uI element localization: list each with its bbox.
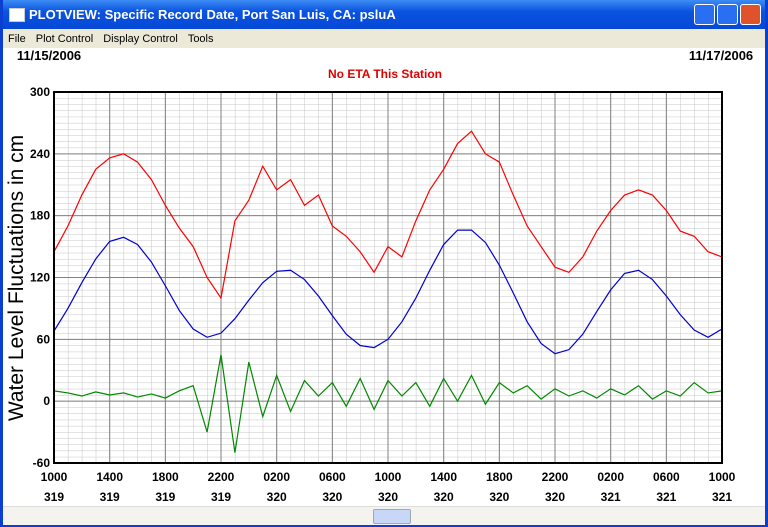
- title-bar: PLOTVIEW: Specific Record Date, Port San…: [3, 0, 765, 29]
- maximize-button[interactable]: [717, 4, 738, 25]
- x-tick-label: 1000: [375, 470, 402, 484]
- x-tick-label: 1800: [486, 470, 513, 484]
- y-tick-label: 60: [37, 332, 51, 346]
- x-tick-label: 0600: [653, 470, 680, 484]
- x-tick-day: 320: [267, 490, 287, 504]
- x-tick-day: 320: [545, 490, 565, 504]
- date-right: 11/17/2006: [689, 48, 753, 63]
- x-tick-label: 1000: [41, 470, 68, 484]
- x-tick-label: 0200: [263, 470, 290, 484]
- scroll-thumb[interactable]: [373, 509, 411, 524]
- x-tick-label: 1800: [152, 470, 179, 484]
- x-tick-label: 0200: [597, 470, 624, 484]
- chart: 11/15/2006 11/17/2006 No ETA This Statio…: [3, 48, 765, 506]
- x-tick-label: 1000: [709, 470, 736, 484]
- y-tick-label: 0: [43, 394, 50, 408]
- series-line: [53, 130, 723, 300]
- x-tick-day: 321: [601, 490, 621, 504]
- series-line: [53, 229, 723, 355]
- x-tick-day: 319: [155, 490, 175, 504]
- y-tick-label: 120: [30, 271, 50, 285]
- x-tick-day: 321: [656, 490, 676, 504]
- x-tick-day: 319: [44, 490, 64, 504]
- y-tick-label: 240: [30, 147, 50, 161]
- x-tick-day: 320: [378, 490, 398, 504]
- x-tick-day: 320: [322, 490, 342, 504]
- menu-item[interactable]: Tools: [187, 32, 214, 45]
- x-tick-day: 321: [712, 490, 732, 504]
- x-tick-day: 319: [211, 490, 231, 504]
- x-tick-day: 320: [434, 490, 454, 504]
- subtitle: No ETA This Station: [328, 67, 442, 81]
- menu-item[interactable]: File: [8, 32, 26, 45]
- x-tick-label: 0600: [319, 470, 346, 484]
- x-tick-label: 1400: [430, 470, 457, 484]
- app-icon: [9, 8, 25, 22]
- menu-item[interactable]: Display Control: [103, 32, 178, 45]
- y-tick-label: 300: [30, 85, 50, 99]
- y-tick-label: -60: [33, 456, 51, 470]
- date-left: 11/15/2006: [17, 48, 81, 63]
- scrollbar[interactable]: [3, 506, 765, 525]
- x-tick-label: 1400: [96, 470, 123, 484]
- series-line: [53, 354, 723, 453]
- minimize-button[interactable]: [694, 4, 715, 25]
- x-tick-label: 2200: [208, 470, 235, 484]
- y-tick-label: 180: [30, 209, 50, 223]
- plot-frame: [53, 91, 723, 464]
- close-button[interactable]: [740, 4, 761, 25]
- window-title: PLOTVIEW: Specific Record Date, Port San…: [29, 7, 396, 22]
- x-tick-day: 320: [489, 490, 509, 504]
- x-tick-label: 2200: [542, 470, 569, 484]
- x-tick-day: 319: [100, 490, 120, 504]
- menu-bar: File Plot Control Display Control Tools: [3, 29, 765, 48]
- menu-item[interactable]: Plot Control: [35, 32, 94, 45]
- y-axis-label: Water Level Fluctuations in cm: [5, 135, 28, 421]
